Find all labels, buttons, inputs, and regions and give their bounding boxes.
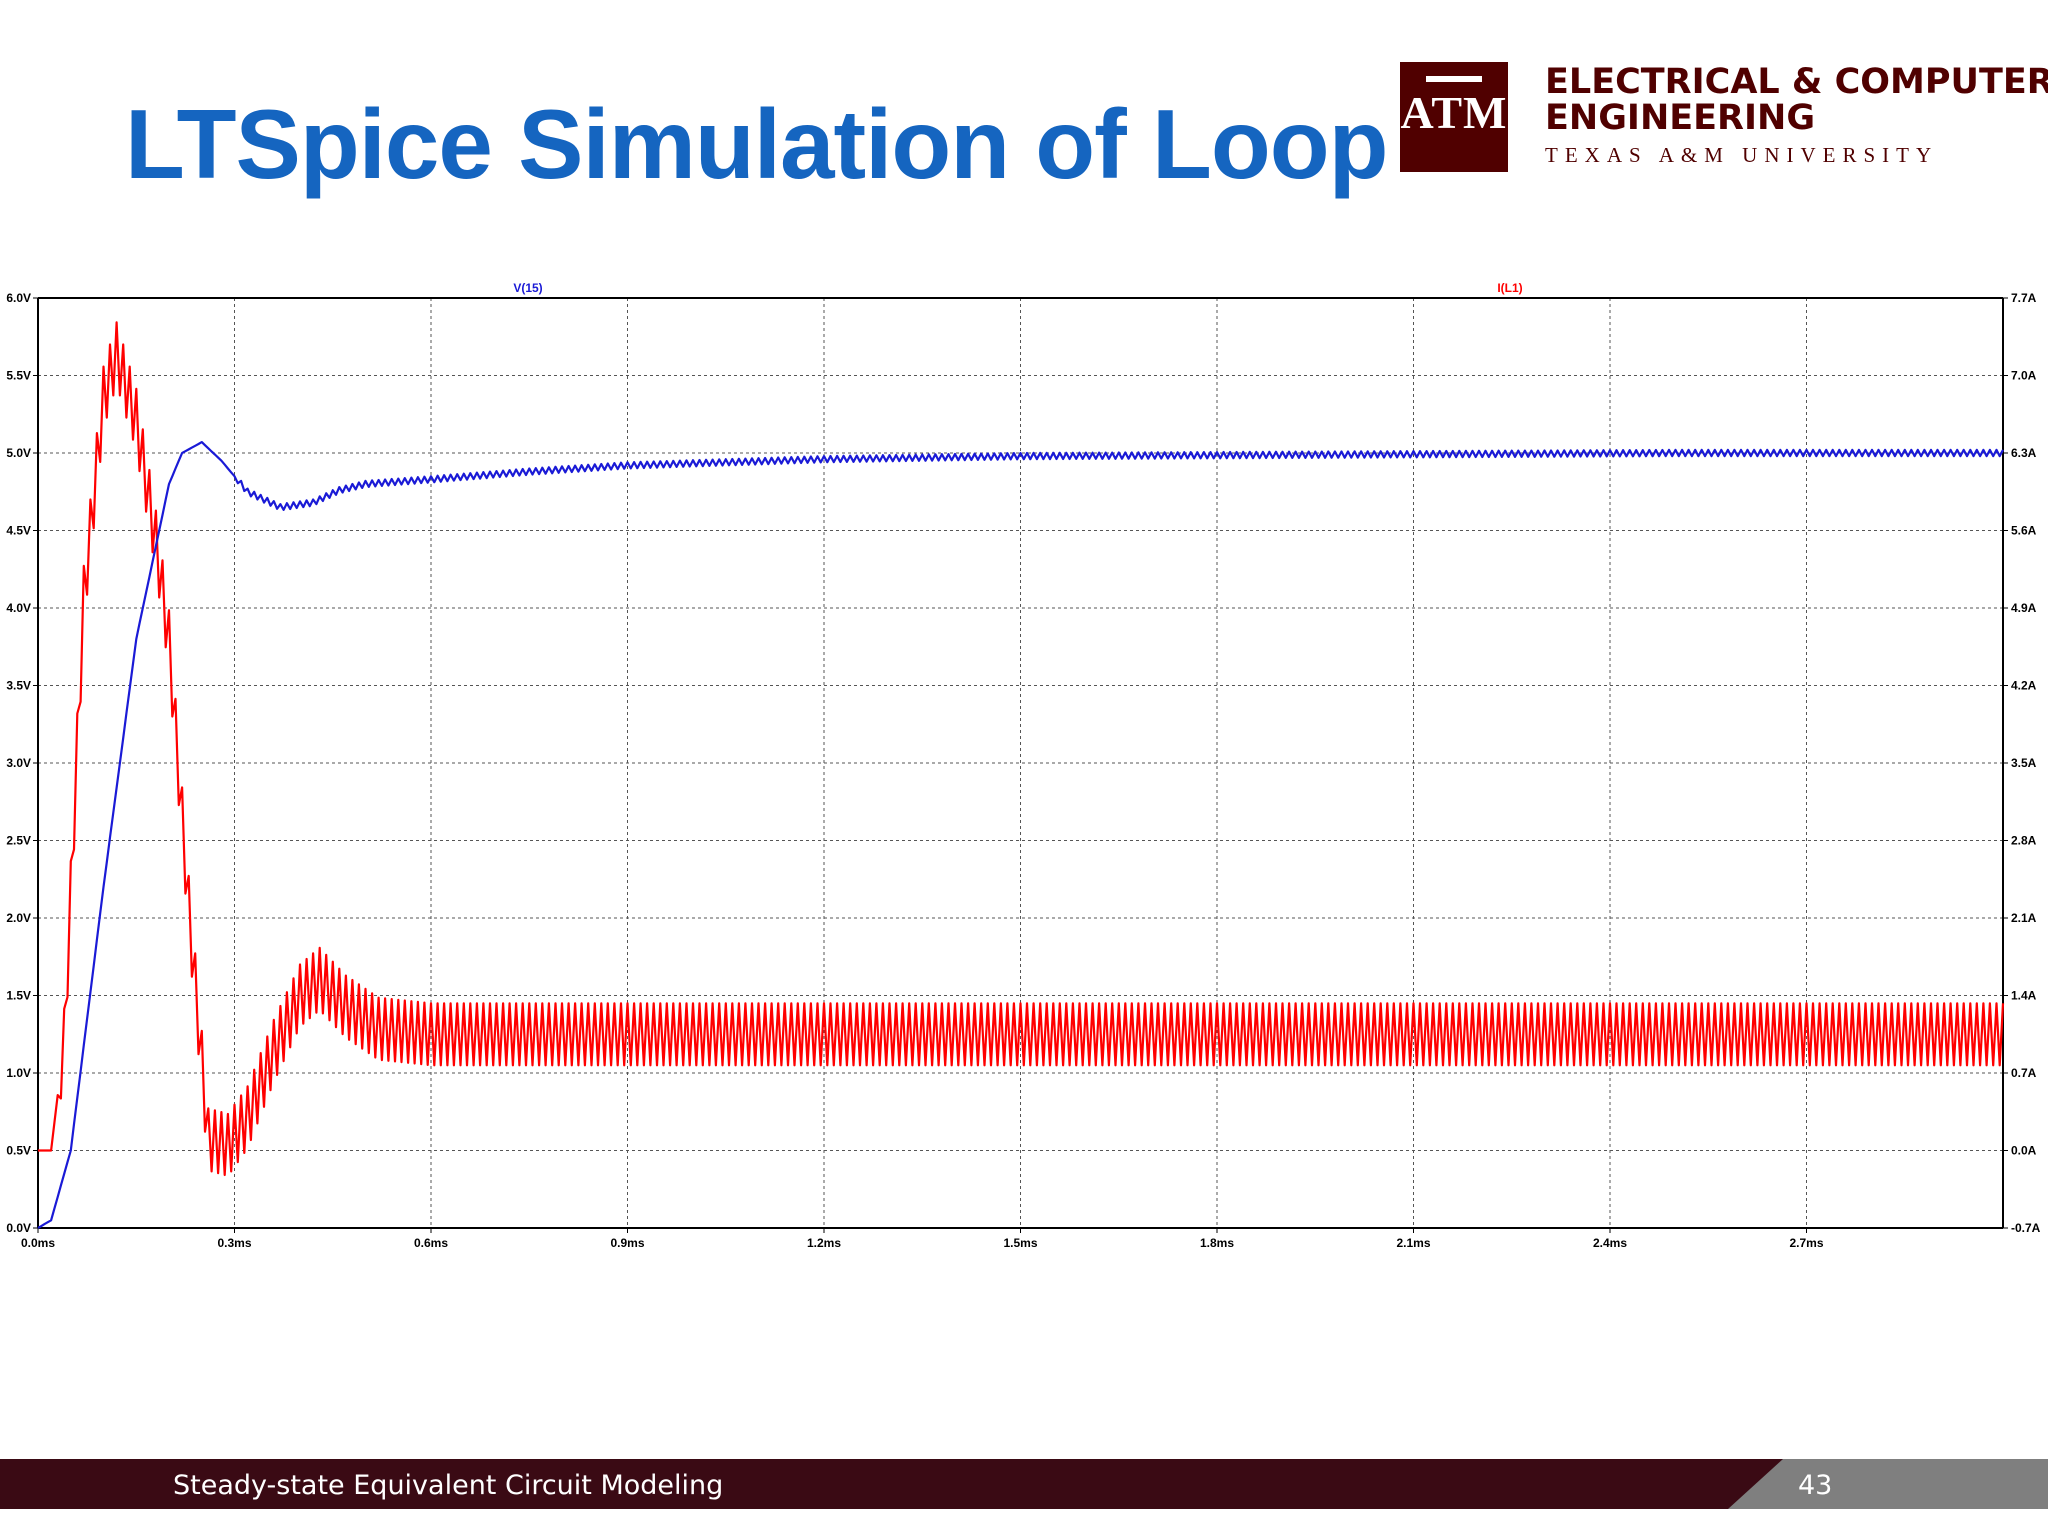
y-right-tick-label: 0.0A [2011, 1144, 2037, 1158]
slide-title: LTSpice Simulation of Loop [125, 89, 1388, 199]
series-line-v15 [37, 441, 2004, 1229]
y-left-tick-label: 0.0V [6, 1221, 31, 1235]
y-right-tick-label: 4.9A [2011, 601, 2037, 615]
y-left-tick-label: 2.5V [6, 834, 31, 848]
y-right-tick-label: 2.1A [2011, 911, 2037, 925]
footer-bar: Steady-state Equivalent Circuit Modeling… [0, 1459, 2048, 1509]
university-name: TEXAS A&M UNIVERSITY [1545, 143, 1939, 167]
x-tick-label: 0.9ms [610, 1236, 644, 1250]
footer-text: Steady-state Equivalent Circuit Modeling [173, 1470, 724, 1501]
y-right-tick-label: 7.0A [2011, 369, 2037, 383]
y-left-tick-label: 0.5V [6, 1144, 31, 1158]
x-tick-label: 0.6ms [414, 1236, 448, 1250]
y-right-tick-label: 6.3A [2011, 446, 2037, 460]
y-right-tick-label: 7.7A [2011, 291, 2037, 305]
x-tick-label: 1.5ms [1003, 1236, 1037, 1250]
x-tick-label: 2.1ms [1396, 1236, 1430, 1250]
y-right-tick-label: 2.8A [2011, 834, 2037, 848]
x-tick-label: 2.7ms [1789, 1236, 1823, 1250]
series-label-v15: V(15) [513, 281, 542, 295]
y-left-tick-label: 2.0V [6, 911, 31, 925]
y-left-tick-label: 4.0V [6, 601, 31, 615]
y-right-tick-label: 5.6A [2011, 524, 2037, 538]
x-tick-label: 2.4ms [1593, 1236, 1627, 1250]
y-right-tick-label: 1.4A [2011, 989, 2037, 1003]
ltspice-plot: 0.0ms 0.3ms 0.6ms 0.9ms 1.2ms 1.5ms 1.8ms 2.1ms… [6, 281, 2041, 1250]
department-name-line1: ELECTRICAL & COMPUTER [1545, 62, 2048, 102]
series-label-il1: I(L1) [1497, 281, 1522, 295]
series-line-il1 [38, 321, 2005, 1177]
x-tick-label: 0.3ms [217, 1236, 251, 1250]
y-left-tick-label: 5.5V [6, 369, 31, 383]
logo-bar [1426, 76, 1482, 82]
y-left-tick-label: 1.0V [6, 1066, 31, 1080]
page-number: 43 [1798, 1470, 1833, 1501]
y-left-tick-label: 3.0V [6, 756, 31, 770]
logo-text: ATM [1400, 87, 1508, 138]
y-left-tick-label: 6.0V [6, 291, 31, 305]
y-right-tick-label: -0.7A [2011, 1221, 2041, 1235]
x-tick-label: 0.0ms [21, 1236, 55, 1250]
y-left-tick-label: 3.5V [6, 679, 31, 693]
department-name-line2: ENGINEERING [1545, 98, 1816, 138]
footer-page-panel [1728, 1459, 2048, 1509]
y-right-tick-label: 4.2A [2011, 679, 2037, 693]
y-right-tick-label: 0.7A [2011, 1066, 2037, 1080]
y-left-tick-label: 5.0V [6, 446, 31, 460]
y-left-tick-label: 1.5V [6, 989, 31, 1003]
x-tick-label: 1.2ms [807, 1236, 841, 1250]
atm-logo: ATM [1400, 62, 1508, 172]
x-tick-label: 1.8ms [1200, 1236, 1234, 1250]
y-right-tick-label: 3.5A [2011, 756, 2037, 770]
y-left-tick-label: 4.5V [6, 524, 31, 538]
